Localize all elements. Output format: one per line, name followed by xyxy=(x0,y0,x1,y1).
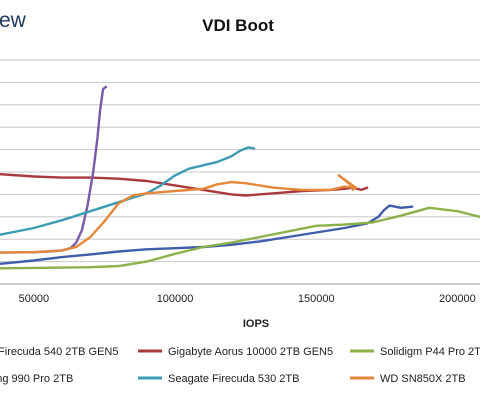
series-line-6 xyxy=(0,174,357,254)
legend-entry: Samsung 990 Pro 2TB xyxy=(0,373,73,385)
x-tick-label: 200000 xyxy=(439,293,476,305)
x-axis-label: IOPS xyxy=(243,318,269,330)
x-axis-ticks: 50000 100000 150000 200000 xyxy=(19,293,476,305)
series-lines xyxy=(0,85,480,270)
legend-entry: Seagate Firecuda 540 2TB GEN5 xyxy=(0,346,118,358)
series-line-4 xyxy=(0,85,108,254)
legend: Seagate Firecuda 540 2TB GEN5 Gigabyte Ao… xyxy=(0,346,480,385)
series-line-2 xyxy=(0,173,369,197)
x-tick-label: 50000 xyxy=(19,293,50,305)
legend-entry: Gigabyte Aorus 10000 2TB GEN5 xyxy=(168,346,333,358)
gridlines xyxy=(0,59,480,285)
series-line-3 xyxy=(0,206,480,270)
legend-entry: WD SN850X 2TB xyxy=(380,373,466,385)
x-tick-label: 100000 xyxy=(157,293,194,305)
legend-entry: Solidigm P44 Pro 2TB xyxy=(380,346,480,358)
series-line-1 xyxy=(0,204,414,265)
legend-entry: Seagate Firecuda 530 2TB xyxy=(168,373,299,385)
brand-logo-text: ew xyxy=(0,9,27,32)
series-line-5 xyxy=(0,146,256,236)
x-tick-label: 150000 xyxy=(298,293,335,305)
chart-title: VDI Boot xyxy=(202,16,274,35)
